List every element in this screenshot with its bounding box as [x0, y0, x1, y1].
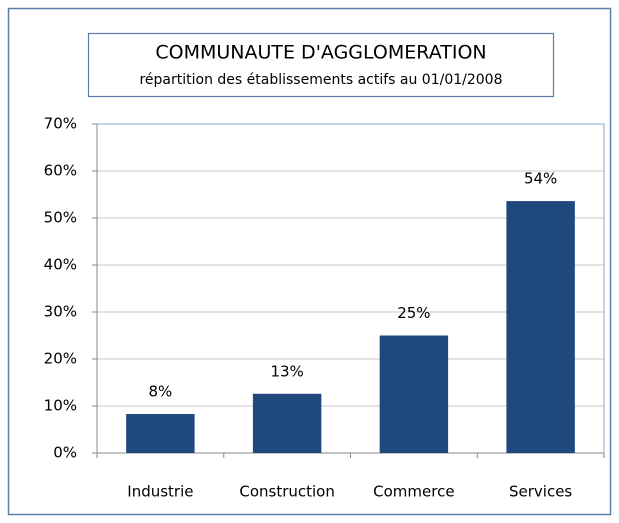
y-tick-label: 50%	[44, 209, 77, 227]
bar	[252, 393, 322, 453]
bar	[506, 201, 575, 453]
y-tick-label: 70%	[44, 115, 77, 133]
data-label: 13%	[270, 362, 303, 380]
y-tick-label: 10%	[44, 397, 77, 415]
x-tick-label: Commerce	[373, 483, 454, 501]
x-tick-label: Construction	[239, 483, 335, 501]
y-tick-label: 40%	[44, 256, 77, 274]
title-box	[87, 32, 555, 98]
data-label: 54%	[524, 170, 557, 188]
data-label: 8%	[148, 382, 172, 400]
chart-title: COMMUNAUTE D'AGGLOMERATION	[155, 42, 486, 64]
x-tick-label: Services	[509, 483, 572, 501]
y-tick-label: 60%	[44, 162, 77, 180]
y-tick-label: 20%	[44, 350, 77, 368]
data-label: 25%	[397, 304, 430, 322]
chart-subtitle: répartition des établissements actifs au…	[139, 72, 502, 88]
y-tick-label: 0%	[53, 444, 77, 462]
x-tick-label: Industrie	[127, 483, 193, 501]
bar	[379, 335, 449, 453]
bar	[126, 413, 195, 453]
y-tick-label: 30%	[44, 303, 77, 321]
